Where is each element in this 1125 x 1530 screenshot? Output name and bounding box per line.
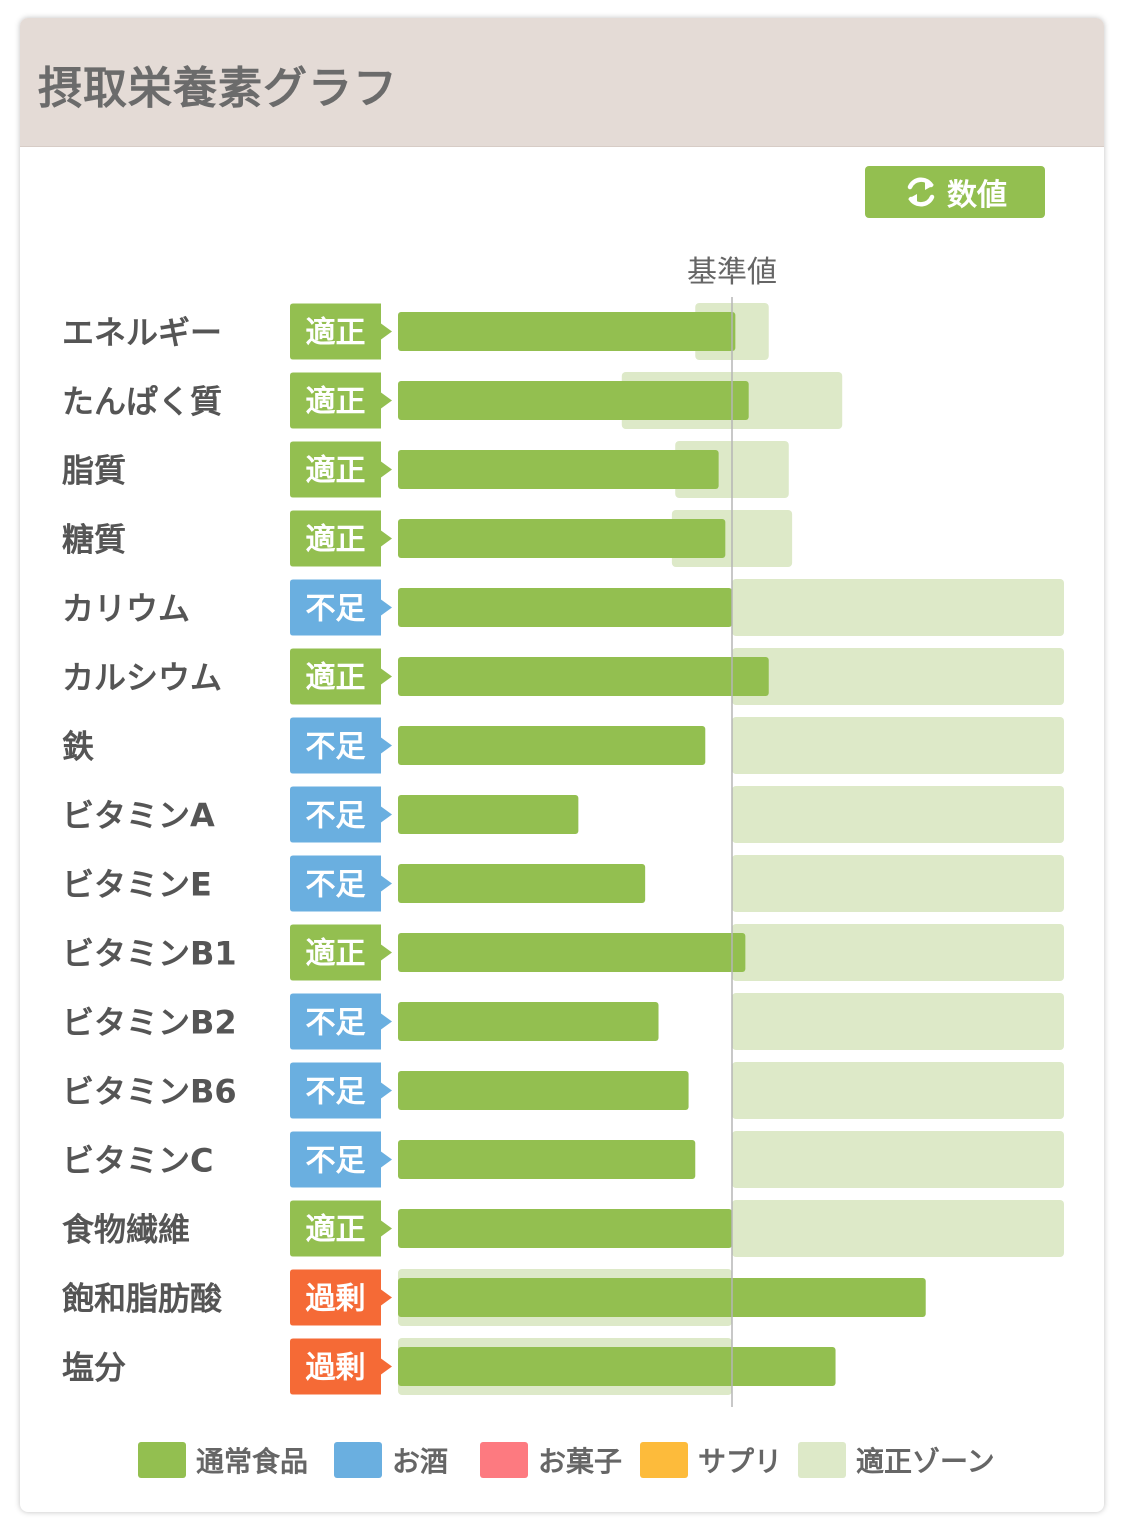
proper-zone-band <box>732 924 1064 981</box>
nutrient-label: 食物繊維 <box>62 1211 190 1249</box>
intake-bar <box>398 1002 659 1041</box>
status-badge-label: 適正 <box>306 316 366 351</box>
status-badge <box>290 1269 392 1326</box>
nutrient-label: ビタミンB2 <box>62 1004 237 1042</box>
nutrient-label: 飽和脂肪酸 <box>62 1280 223 1318</box>
status-badge <box>290 924 392 981</box>
nutrient-label: ビタミンB6 <box>62 1073 237 1111</box>
intake-bar <box>398 588 732 627</box>
status-badge-label: 適正 <box>306 937 366 972</box>
page-title: 摂取栄養素グラフ <box>38 63 398 114</box>
intake-bar <box>398 519 726 558</box>
proper-zone-band <box>732 717 1064 774</box>
nutrient-label: たんぱく質 <box>62 383 222 421</box>
proper-zone-band <box>732 1131 1064 1188</box>
intake-bar <box>398 312 736 351</box>
legend-label: 通常食品 <box>196 1445 308 1478</box>
nutrient-label: ビタミンA <box>62 797 215 835</box>
status-badge <box>290 786 392 843</box>
proper-zone-band <box>732 786 1064 843</box>
status-badge <box>290 1062 392 1119</box>
intake-bar <box>398 795 579 834</box>
intake-bar <box>398 1209 732 1248</box>
intake-bar <box>398 1140 696 1179</box>
nutrient-label: ビタミンE <box>62 866 212 904</box>
proper-zone-band <box>732 993 1064 1050</box>
intake-bar <box>398 726 706 765</box>
status-badge-label: 過剰 <box>306 1282 366 1317</box>
status-badge-label: 適正 <box>306 661 366 696</box>
status-badge <box>290 855 392 912</box>
legend-label: お菓子 <box>538 1445 622 1478</box>
status-badge <box>290 579 392 636</box>
legend-label: サプリ <box>698 1445 782 1478</box>
intake-bar <box>398 450 719 489</box>
status-badge <box>290 717 392 774</box>
intake-bar <box>398 864 646 903</box>
status-badge <box>290 1338 392 1395</box>
status-badge <box>290 1131 392 1188</box>
nutrient-label: 鉄 <box>62 728 94 766</box>
proper-zone-band <box>732 579 1064 636</box>
legend-label: お酒 <box>392 1445 448 1478</box>
status-badge-label: 適正 <box>306 454 366 489</box>
intake-bar <box>398 657 769 696</box>
status-badge-label: 不足 <box>306 592 366 627</box>
status-badge <box>290 303 392 360</box>
status-badge <box>290 510 392 567</box>
status-badge <box>290 372 392 429</box>
status-badge <box>290 993 392 1050</box>
proper-zone-band <box>732 855 1064 912</box>
legend-swatch <box>480 1442 528 1478</box>
status-badge <box>290 1200 392 1257</box>
legend-label: 適正ゾーン <box>856 1445 995 1478</box>
status-badge-label: 不足 <box>306 730 366 765</box>
intake-bar <box>398 933 746 972</box>
intake-bar <box>398 1278 926 1317</box>
nutrient-label: カリウム <box>62 590 190 628</box>
status-badge-label: 不足 <box>306 868 366 903</box>
nutrient-label: 糖質 <box>62 521 126 559</box>
nutrient-label: カルシウム <box>62 659 222 697</box>
value-toggle-button[interactable]: 数値 <box>865 166 1045 218</box>
nutrient-label: エネルギー <box>62 314 222 352</box>
legend-swatch <box>798 1442 846 1478</box>
legend-swatch <box>334 1442 382 1478</box>
intake-bar <box>398 381 749 420</box>
status-badge-label: 不足 <box>306 1006 366 1041</box>
intake-bar <box>398 1071 689 1110</box>
status-badge-label: 適正 <box>306 523 366 558</box>
intake-bar <box>398 1347 836 1386</box>
proper-zone-band <box>732 1062 1064 1119</box>
status-badge-label: 適正 <box>306 1213 366 1248</box>
status-badge <box>290 648 392 705</box>
value-toggle-label: 数値 <box>947 178 1007 213</box>
status-badge <box>290 441 392 498</box>
proper-zone-band <box>732 1200 1064 1257</box>
status-badge-label: 不足 <box>306 799 366 834</box>
nutrient-label: ビタミンB1 <box>62 935 237 973</box>
legend-swatch <box>138 1442 186 1478</box>
card-header: 摂取栄養素グラフ <box>20 18 1104 147</box>
proper-zone-band <box>732 648 1064 705</box>
status-badge-label: 不足 <box>306 1075 366 1110</box>
legend-swatch <box>640 1442 688 1478</box>
status-badge-label: 不足 <box>306 1144 366 1179</box>
nutrient-label: ビタミンC <box>62 1142 214 1180</box>
refresh-icon <box>907 177 935 207</box>
status-badge-label: 過剰 <box>306 1351 366 1386</box>
reference-label: 基準値 <box>687 255 777 290</box>
status-badge-label: 適正 <box>306 385 366 420</box>
nutrient-label: 脂質 <box>62 452 126 490</box>
nutrient-label: 塩分 <box>62 1349 126 1387</box>
